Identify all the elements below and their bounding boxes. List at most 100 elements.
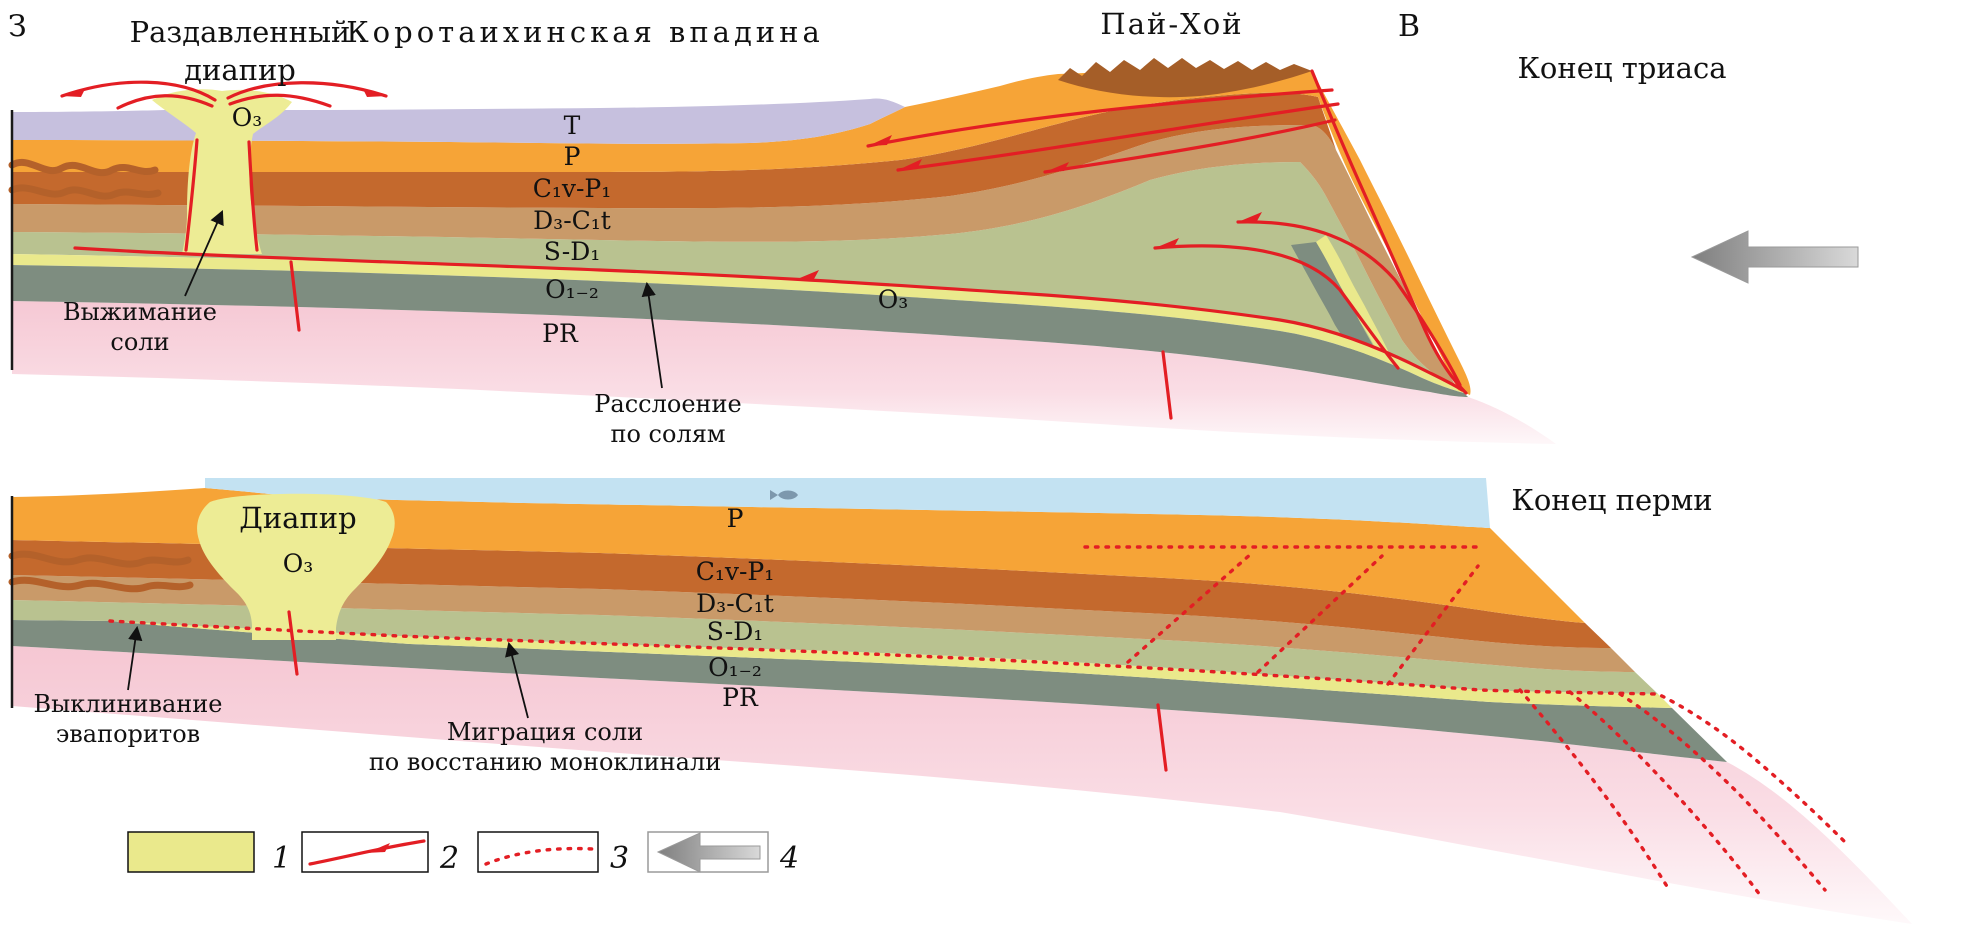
layer-s-d1-b xyxy=(12,600,1658,694)
legend-swatch-salt xyxy=(127,831,255,873)
paikhoi-cap xyxy=(1058,58,1312,98)
strat-label-pr-b: PR xyxy=(722,683,759,712)
future-ramp-2 xyxy=(1256,554,1384,674)
fish-body xyxy=(778,490,798,500)
annotation-arrow-pinchout xyxy=(127,625,143,691)
barb-icon xyxy=(1155,238,1179,248)
strat-label-s: S-D₁ xyxy=(544,237,601,266)
layer-o3-salt-b xyxy=(110,621,1672,708)
duplex-thrust xyxy=(1153,244,1400,370)
strat-label-t: T xyxy=(564,111,581,140)
strat-label-c: C₁v-P₁ xyxy=(533,174,612,203)
compass-east-label: В xyxy=(1398,9,1420,44)
barb-icon xyxy=(1045,162,1069,172)
future-fault-set xyxy=(108,545,1850,897)
strat-label-p-b: P xyxy=(727,504,744,533)
diapir-flank-west xyxy=(184,138,199,252)
triassic-title: Конец триаса xyxy=(1517,51,1726,85)
fish-icon xyxy=(770,490,798,500)
strat-label-d: D₃-C₁t xyxy=(533,206,611,235)
crushed-diapir-salt xyxy=(152,89,292,255)
basement-fault-east xyxy=(1161,350,1173,420)
annotation-migration-1: Миграция соли xyxy=(447,718,643,746)
sea-water xyxy=(205,478,1490,528)
future-detachment xyxy=(108,619,1850,847)
basement-fault-west-b xyxy=(287,610,299,676)
fish-tail xyxy=(770,490,778,500)
strat-label-d-b: D₃-C₁t xyxy=(696,589,774,618)
future-splay-1 xyxy=(1618,692,1827,892)
future-splay-3 xyxy=(1518,688,1670,890)
strat-label-o3-detachment: O₃ xyxy=(878,285,909,314)
future-splay-2 xyxy=(1568,690,1762,897)
legend-num-3: 3 xyxy=(610,841,629,876)
compression-arrow-icon xyxy=(1690,230,1859,284)
crushed-diapir-label-2: диапир xyxy=(184,53,296,87)
paikhoi-title: Пай-Хой xyxy=(1100,7,1243,41)
fold-squiggle-2 xyxy=(8,184,162,200)
strat-label-c-b: C₁v-P₁ xyxy=(696,557,775,586)
basement-fault-west xyxy=(289,260,301,332)
triassic-panel: З В Конец триаса Раздавленный диапир Кор… xyxy=(8,7,1859,448)
layer-c1v-p1-b xyxy=(12,540,1611,648)
upper-thrust-3 xyxy=(1043,118,1337,174)
annotation-arrow-squeeze xyxy=(184,210,224,297)
legend-box-thrust xyxy=(301,831,429,873)
annotation-delamination-2: по солям xyxy=(610,420,725,448)
legend-thrust-barb-icon xyxy=(366,843,390,853)
annotation-arrow-delamination xyxy=(641,281,663,389)
fold-squiggle-3 xyxy=(8,550,192,568)
mid-thrust xyxy=(1236,220,1462,387)
layer-pr-basement-b xyxy=(12,646,1912,924)
barb-icon xyxy=(363,89,386,97)
thrust-sliver-salt xyxy=(1316,235,1390,358)
barb-icon xyxy=(1238,212,1262,222)
fold-squiggle-1 xyxy=(8,159,159,177)
annotation-squeeze-1: Выжимание xyxy=(63,298,217,326)
legend-num-1: 1 xyxy=(272,841,291,876)
barb-icon xyxy=(898,159,922,170)
frontal-thrust xyxy=(1310,69,1468,395)
permian-title: Конец перми xyxy=(1511,483,1712,517)
layer-p-b xyxy=(12,488,1585,623)
thrust-sliver-grey xyxy=(1291,242,1380,360)
layer-o12-b xyxy=(12,620,1727,762)
future-ramp-1 xyxy=(1126,551,1254,664)
legend-dotted-line xyxy=(484,846,594,866)
diapir-flank-east xyxy=(247,140,259,252)
basement-fault-east-b xyxy=(1156,703,1168,772)
strat-label-o12: O₁₋₂ xyxy=(545,275,599,304)
future-ramp-3 xyxy=(1386,564,1480,686)
annotation-migration-2: по восстанию моноклинали xyxy=(369,748,721,776)
basin-title: Коротаихинская впадина xyxy=(346,15,824,49)
upper-thrust-2 xyxy=(896,102,1340,172)
barb-icon xyxy=(868,135,892,146)
annotation-arrow-migration xyxy=(505,641,529,719)
diapir-wing-east-inner xyxy=(228,93,332,108)
strat-label-o3-diapir-b: O₃ xyxy=(283,549,314,578)
layer-o12 xyxy=(12,265,1468,397)
salt-diapir-b xyxy=(197,493,395,640)
legend: 1 2 3 4 xyxy=(127,831,799,876)
strat-label-pr: PR xyxy=(542,319,579,348)
legend-num-4: 4 xyxy=(779,841,799,876)
strat-label-s-b: S-D₁ xyxy=(707,617,764,646)
fold-squiggle-4 xyxy=(8,576,194,593)
basement-faults-permian xyxy=(287,610,1168,772)
legend-compression-arrow-icon xyxy=(656,832,761,873)
annotation-pinchout-1: Выклинивание xyxy=(34,690,223,718)
annotation-squeeze-2: соли xyxy=(110,328,169,356)
compass-west-label: З xyxy=(8,9,27,44)
strat-label-o12-b: O₁₋₂ xyxy=(708,653,762,682)
crushed-diapir-label-1: Раздавленный xyxy=(130,15,351,49)
detachment-fault xyxy=(73,246,1464,392)
legend-thrust-line xyxy=(308,839,426,866)
upper-thrust-1 xyxy=(866,88,1334,148)
barb-icon xyxy=(62,89,85,97)
barb-icon xyxy=(795,270,819,280)
layer-d3-c1t xyxy=(12,125,1458,388)
diapir-label: Диапир xyxy=(239,501,356,535)
layer-p xyxy=(12,70,1471,396)
thrust-barbs-triassic xyxy=(62,89,1262,280)
